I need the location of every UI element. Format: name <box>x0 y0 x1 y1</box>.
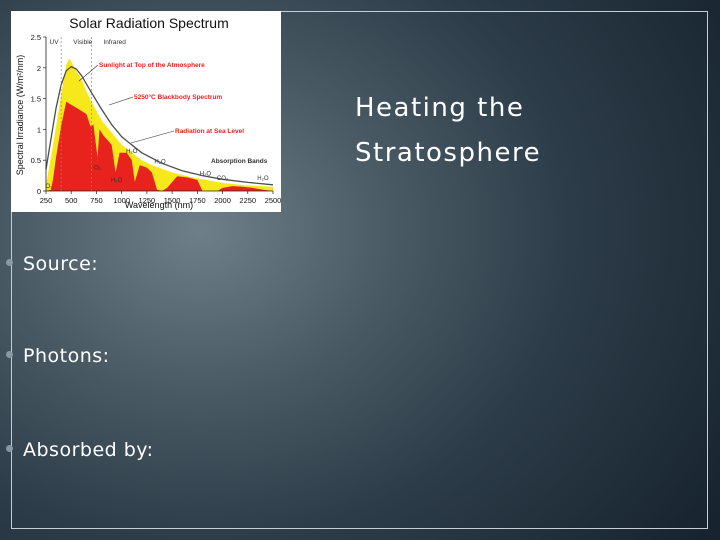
absorption-band-label: H₂O <box>111 178 123 184</box>
region-label: Infrared <box>104 39 127 46</box>
y-tick-label: 2 <box>37 64 41 73</box>
y-tick-label: 0 <box>37 187 41 196</box>
bullet-dot-icon <box>6 445 13 452</box>
annotation-top-of-atmosphere: Sunlight at Top of the Atmosphere <box>99 62 205 69</box>
annotation-blackbody: 5250°C Blackbody Spectrum <box>134 93 222 101</box>
annotation-absorption-bands: Absorption Bands <box>211 158 268 165</box>
bullet-dot-icon <box>6 351 13 358</box>
bullet-source: Source: <box>6 253 98 275</box>
region-label: UV <box>50 39 60 46</box>
title-line-2: Stratosphere <box>355 138 542 168</box>
absorption-band-label: CO₂ <box>217 176 229 182</box>
x-tick-label: 2500 <box>265 196 281 205</box>
slide-title: Heating the Stratosphere <box>355 86 685 176</box>
absorption-band-label: O₃ <box>45 184 53 190</box>
x-tick-label: 2250 <box>239 196 256 205</box>
bullet-absorbed-by: Absorbed by: <box>6 439 154 461</box>
x-tick-label: 1250 <box>139 196 156 205</box>
x-tick-label: 250 <box>40 196 53 205</box>
absorption-band-label: H₂O <box>200 172 212 178</box>
y-tick-label: 2.5 <box>31 33 41 42</box>
x-tick-label: 1750 <box>189 196 206 205</box>
chart-title: Solar Radiation Spectrum <box>69 15 229 31</box>
y-tick-label: 1 <box>37 125 41 134</box>
x-tick-label: 500 <box>65 196 78 205</box>
absorption-band-label: H₂O <box>126 149 138 155</box>
absorption-band-label: H₂O <box>154 159 166 165</box>
bullet-label: Source: <box>23 253 99 275</box>
x-tick-label: 750 <box>90 196 103 205</box>
plot-area: 250 500 750 1000 1250 1500 1750 2000 2250 2500 0 0.… <box>31 33 281 205</box>
slide-frame <box>11 11 708 529</box>
leader-line-sea-level <box>130 130 175 144</box>
chart-canvas: Solar Radiation Spectrum 250 500 750 1000 12… <box>15 15 281 210</box>
solar-spectrum-chart: Solar Radiation Spectrum 250 500 750 1000 12… <box>11 11 281 212</box>
leader-line-top <box>78 64 99 82</box>
y-axis-label: Spectral Irradiance (W/m²/nm) <box>15 55 25 176</box>
y-tick-label: 0.5 <box>31 156 41 165</box>
absorption-band-label: O₂ <box>94 165 102 171</box>
x-tick-label: 2000 <box>214 196 231 205</box>
bullet-photons: Photons: <box>6 345 110 367</box>
x-axis-label: Wavelength (nm) <box>125 200 193 210</box>
x-tick-label: 1000 <box>113 196 130 205</box>
y-tick-label: 1.5 <box>31 95 41 104</box>
annotation-sea-level: Radiation at Sea Level <box>175 128 244 135</box>
region-label: Visible <box>73 39 92 46</box>
bullet-label: Absorbed by: <box>23 439 154 461</box>
series-sea-level-area <box>46 101 273 191</box>
absorption-band-label: H₂O <box>257 176 269 182</box>
bullet-label: Photons: <box>23 345 110 367</box>
x-tick-label: 1500 <box>164 196 181 205</box>
title-line-1: Heating the <box>355 93 525 123</box>
bullet-dot-icon <box>6 259 13 266</box>
leader-line-blackbody <box>108 96 134 106</box>
